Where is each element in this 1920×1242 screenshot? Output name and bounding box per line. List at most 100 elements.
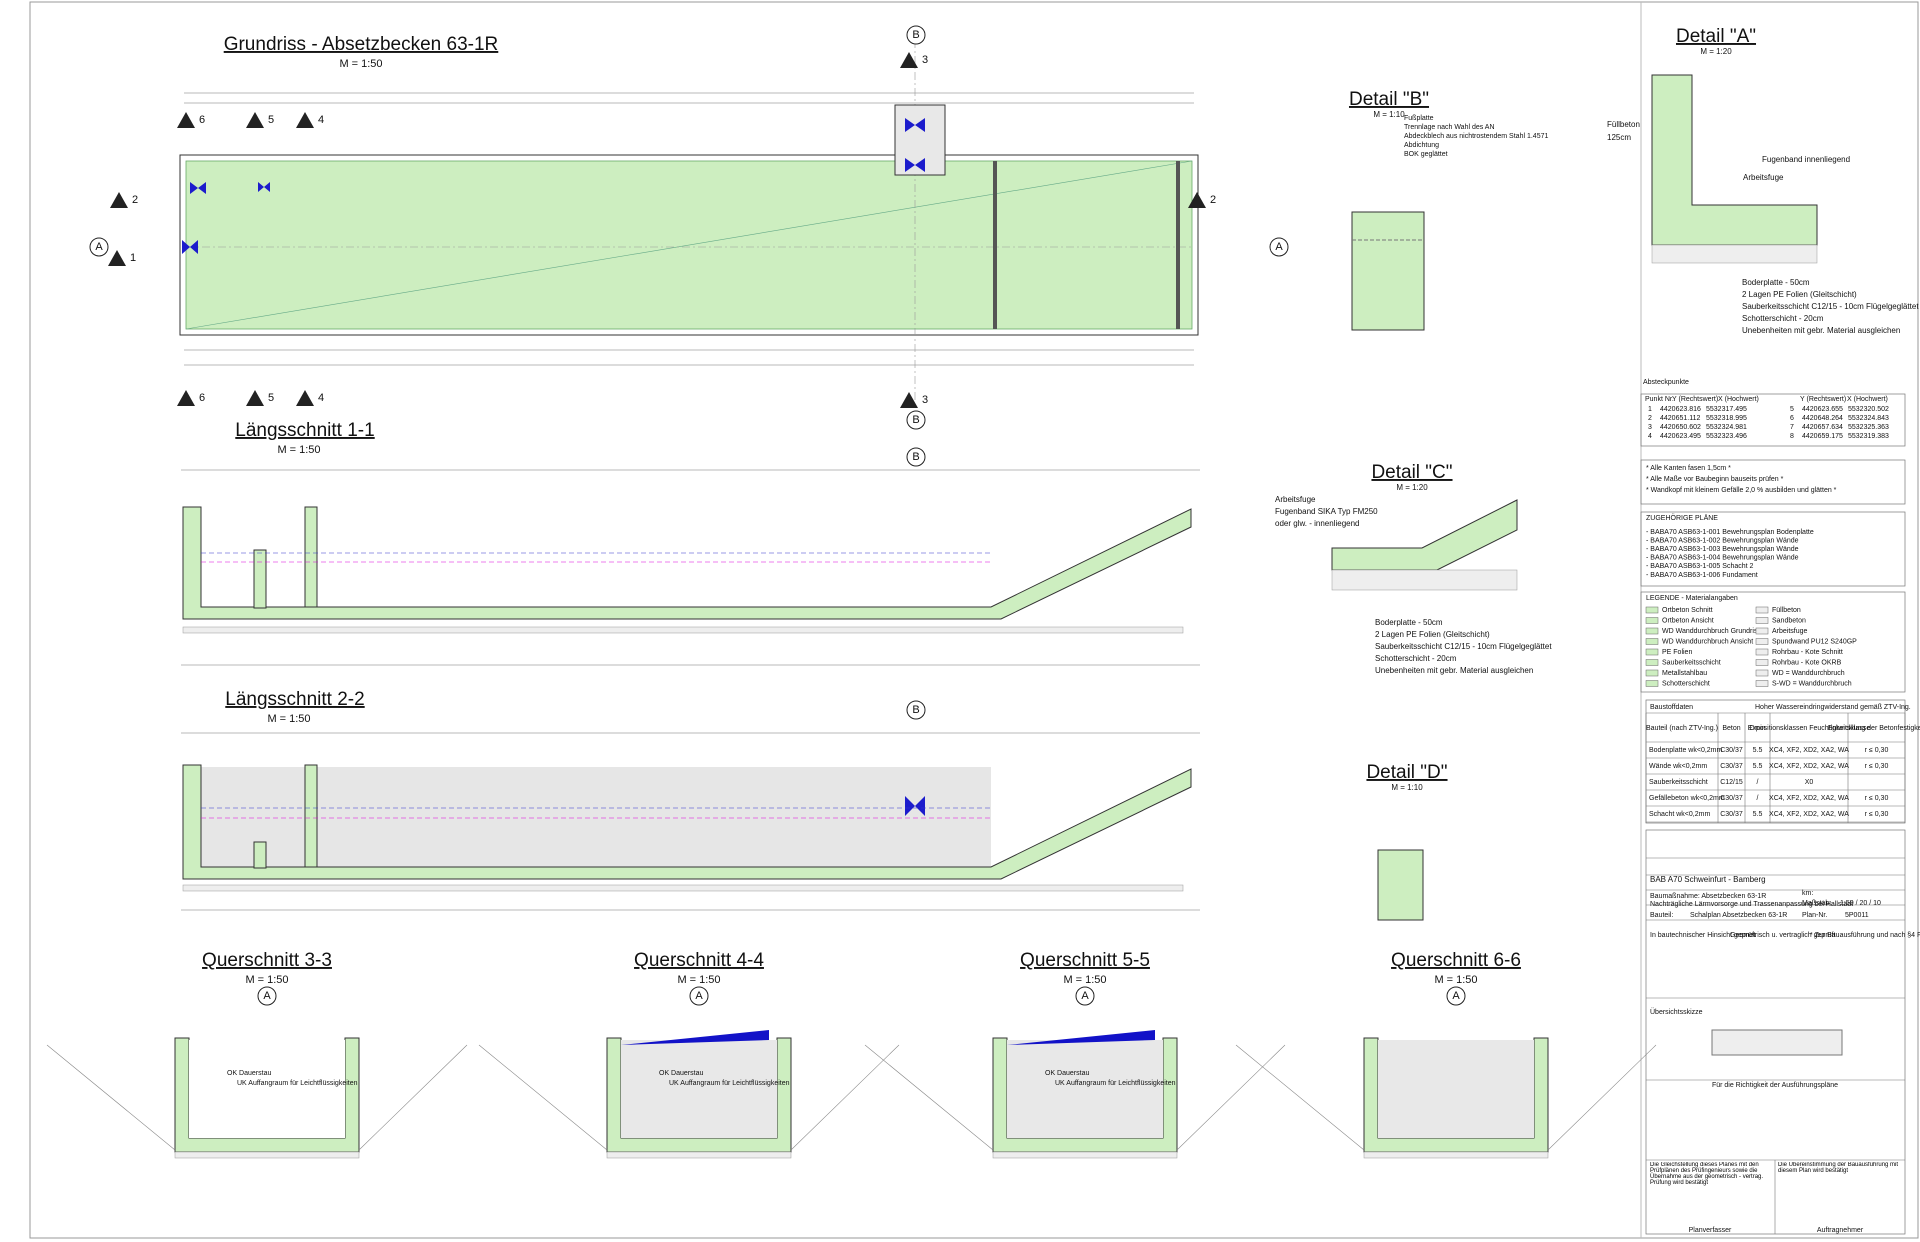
table-cell: 8 [1790, 433, 1794, 440]
detail-b-drawing [1351, 211, 1425, 331]
detail-note: Arbeitsfuge [1743, 173, 1784, 182]
table-cell: Wände wk<0,2mm [1649, 763, 1707, 770]
legend-swatch [1755, 617, 1769, 624]
detail-note: Abdichtung [1404, 142, 1439, 149]
signature-label: Planverfasser [1689, 1227, 1732, 1234]
legend-label: Ortbeton Schnitt [1662, 607, 1713, 614]
check: * Zur Bauausführung und nach §4 FstrG fr… [1810, 932, 1920, 939]
layer-label: Sauberkeitsschicht C12/15 - 10cm Flügelg… [1375, 642, 1552, 651]
section-marker-label: B [912, 704, 919, 716]
table-cell: 5532318.995 [1706, 415, 1747, 422]
legend-label: Arbeitsfuge [1772, 628, 1808, 635]
legend-swatch [1755, 627, 1769, 635]
table-cell: 5532320.502 [1848, 406, 1889, 413]
legend-label: WD Wanddurchbruch Grundriss [1662, 628, 1761, 635]
table-cell: 5532319.383 [1848, 433, 1889, 440]
section-marker [906, 700, 926, 720]
table-cell: 6 [1790, 415, 1794, 422]
section-marker [1269, 237, 1289, 257]
section-marker-label: 4 [318, 114, 324, 126]
table-cell: Bodenplatte wk<0,2mm [1649, 747, 1723, 754]
section-arrow [296, 112, 314, 128]
table-frame [1640, 393, 1906, 447]
table-cell: Sauberkeitsschicht [1649, 779, 1708, 786]
note: * Wandkopf mit kleinem Gefälle 2,0 % aus… [1646, 487, 1837, 494]
table-cell: XC4, XF2, XD2, XA2, WA [1769, 795, 1849, 802]
list-item: - BABA70 ASB63-1-001 Bewehrungsplan Bode… [1646, 529, 1814, 536]
section-marker [906, 410, 926, 430]
view-scale: M = 1:50 [245, 974, 288, 986]
embankment [46, 1044, 468, 1151]
section-marker [1446, 986, 1466, 1006]
detail-title: Detail "D" [1366, 762, 1447, 783]
section-marker-label: A [1081, 990, 1089, 1002]
table-header: Cmin [1749, 725, 1765, 732]
legend-label: Rohrbau - Kote Schnitt [1772, 649, 1843, 656]
detail-d-drawing [1377, 849, 1424, 921]
right-note: Die Übereinstimmung der Bauausführung mi… [1778, 1162, 1899, 1174]
detail-scale: M = 1:10 [1373, 110, 1405, 119]
table-cell: 2 [1648, 415, 1652, 422]
legend-label: Ortbeton Ansicht [1662, 617, 1714, 624]
table-cell: 5.5 [1753, 811, 1763, 818]
section-arrow [177, 390, 195, 406]
view-scale: M = 1:50 [677, 974, 720, 986]
detail-note: Arbeitsfuge [1275, 495, 1316, 504]
table-cell: C30/37 [1720, 747, 1743, 754]
layer-label: 2 Lagen PE Folien (Gleitschicht) [1375, 630, 1490, 639]
list-item: - BABA70 ASB63-1-002 Bewehrungsplan Wänd… [1646, 537, 1799, 544]
table-header: Bauteil (nach ZTV-Ing.) [1646, 725, 1718, 732]
section-marker-label: A [95, 241, 103, 253]
table-cell: X0 [1805, 779, 1814, 786]
water-level-label: UK Auffangraum für Leichtflüssigkeiten [669, 1080, 790, 1087]
detail-note: Trennlage nach Wahl des AN [1404, 124, 1495, 131]
legend-label: Metallstahlbau [1662, 670, 1707, 677]
measure: Baumaßnahme: Absetzbecken 63-1R [1650, 893, 1766, 900]
detail-scale: M = 1:20 [1700, 47, 1732, 56]
list-item: - BABA70 ASB63-1-003 Bewehrungsplan Wänd… [1646, 546, 1799, 553]
section-marker-label: A [695, 990, 703, 1002]
table-cell: XC4, XF2, XD2, XA2, WA [1769, 811, 1849, 818]
table-cell: 5532323.496 [1706, 433, 1747, 440]
detail-note: Fugenband SIKA Typ FM250 [1275, 507, 1378, 516]
view-title: Querschnitt 5-5 [1020, 950, 1150, 971]
legend-label: PE Folien [1662, 649, 1692, 656]
sheet-frame [29, 1, 1919, 1239]
embankment [1235, 1044, 1657, 1151]
layer-label: Schotterschicht - 20cm [1742, 314, 1824, 323]
note-box: Die Übereinstimmung der Bauausführung mi… [1778, 1162, 1899, 1174]
section-arrow [900, 52, 918, 68]
legend-swatch [1755, 669, 1769, 677]
table-header: Y (Rechtswert) [1800, 396, 1846, 403]
cross-sections [46, 1030, 1657, 1159]
section-marker [89, 237, 109, 257]
table-header: Beton [1722, 725, 1740, 732]
field-label: Übersichtsskizze [1650, 1008, 1703, 1016]
table-cell: / [1757, 795, 1759, 802]
table-cell: 5532325.363 [1848, 424, 1889, 431]
legend-swatch [1645, 617, 1659, 624]
table-subtitle: Hoher Wassereindringwiderstand gemäß ZTV… [1755, 704, 1911, 711]
view-title: Querschnitt 6-6 [1391, 950, 1521, 971]
table-cell: 5.5 [1753, 763, 1763, 770]
water-level-label: OK Dauerstau [659, 1070, 703, 1077]
table-cell: 5532324.843 [1848, 415, 1889, 422]
table-cell: XC4, XF2, XD2, XA2, WA [1769, 763, 1849, 770]
steel-plate [621, 1030, 769, 1045]
steel-plate [1007, 1030, 1155, 1045]
field-label: Maßstab: [1802, 900, 1831, 907]
detail-title: Detail "C" [1371, 462, 1452, 483]
view-title: Grundriss - Absetzbecken 63-1R [224, 34, 499, 55]
table-cell: 4420650.602 [1660, 424, 1701, 431]
legend-swatch [1645, 606, 1659, 614]
list-item: - BABA70 ASB63-1-006 Fundament [1646, 572, 1758, 579]
field-label: Für die Richtigkeit der Ausführungspläne [1712, 1082, 1838, 1089]
field-label: Bauteil: [1650, 912, 1673, 919]
layer-label: Boderplatte - 50cm [1742, 278, 1810, 287]
table-title: Baustoffdaten [1650, 704, 1693, 711]
section-marker-label: 5 [268, 392, 274, 404]
blinding-layer [174, 1151, 360, 1159]
section-marker-label: 4 [318, 392, 324, 404]
field-label: Plan-Nr. [1802, 912, 1827, 919]
table-cell: / [1757, 779, 1759, 786]
